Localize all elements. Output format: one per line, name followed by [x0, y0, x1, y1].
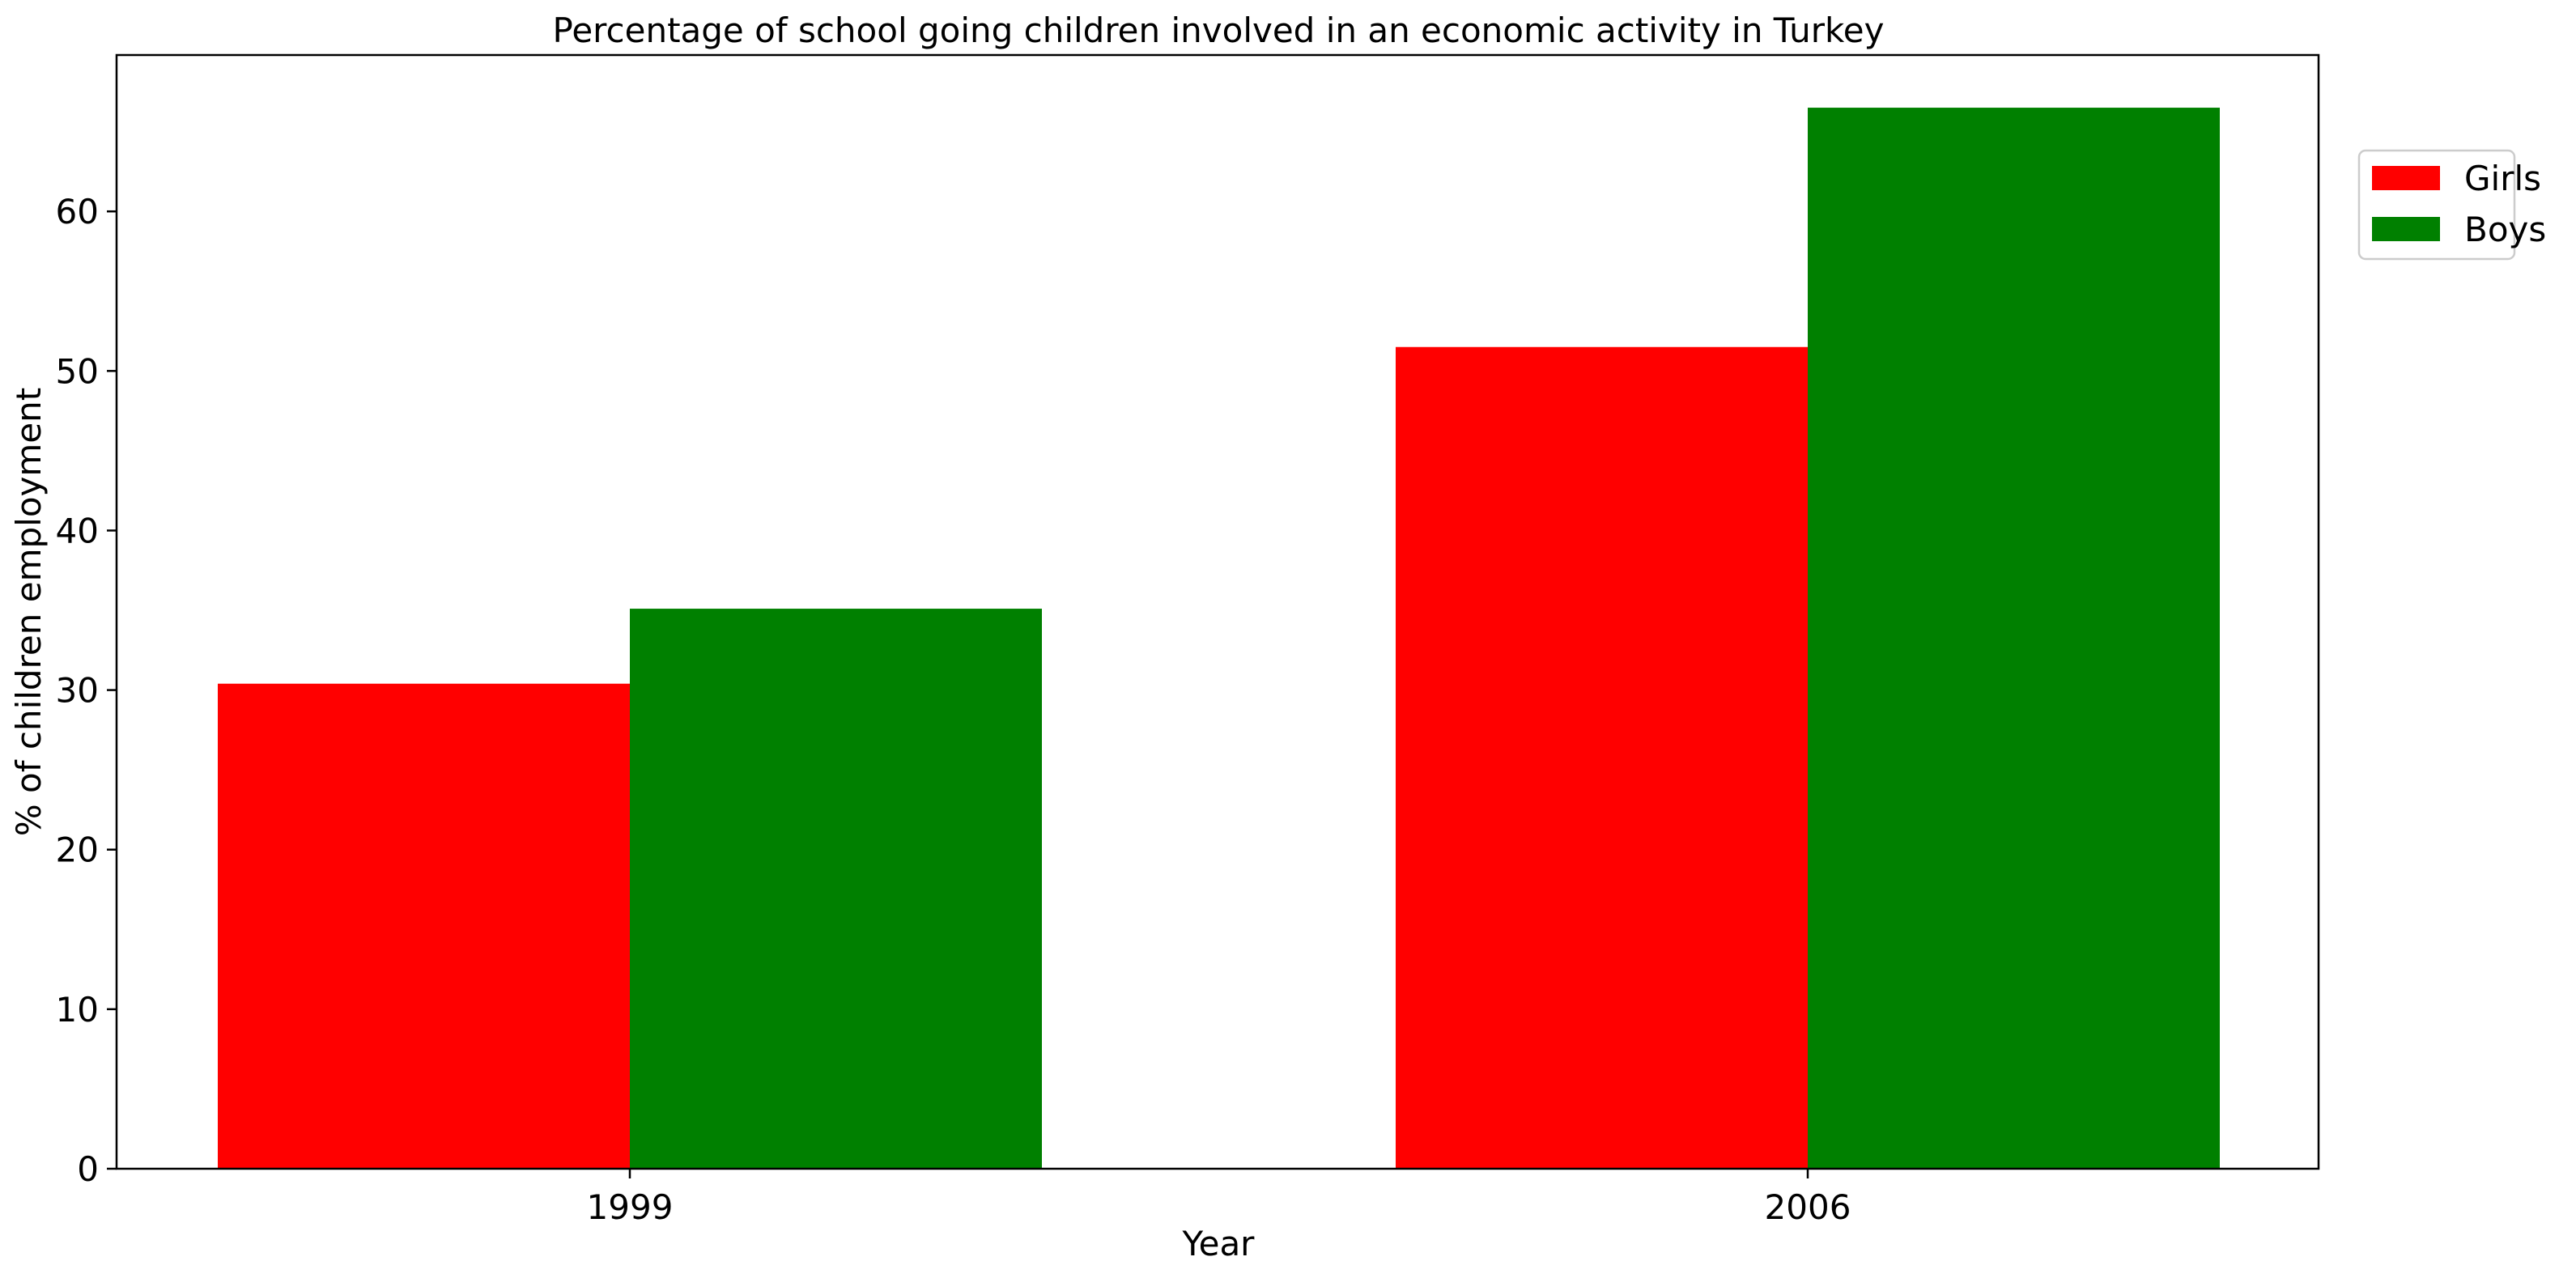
- x-tick-label: 2006: [1765, 1187, 1851, 1227]
- y-tick-label: 40: [56, 511, 99, 550]
- y-tick-label: 60: [56, 192, 99, 231]
- y-axis-label: % of children employment: [9, 388, 49, 836]
- legend-label-boys: Boys: [2464, 210, 2546, 249]
- y-tick-label: 0: [77, 1149, 99, 1189]
- bar-boys-1999: [630, 609, 1042, 1169]
- legend-swatch-boys: [2372, 217, 2440, 241]
- bar-girls-2006: [1396, 346, 1808, 1169]
- x-axis-label: Year: [1182, 1224, 1256, 1263]
- chart-title: Percentage of school going children invo…: [553, 11, 1885, 50]
- legend-label-girls: Girls: [2464, 159, 2541, 198]
- bars-group: [218, 108, 2220, 1169]
- y-tick-label: 10: [56, 990, 99, 1030]
- y-tick-label: 20: [56, 830, 99, 870]
- x-axis-ticks: 1999 2006: [587, 1169, 1851, 1227]
- y-axis-ticks: 0 10 20 30 40 50 60: [56, 192, 117, 1189]
- x-tick-label: 1999: [587, 1187, 674, 1227]
- bar-girls-1999: [218, 683, 630, 1169]
- legend-swatch-girls: [2372, 166, 2440, 190]
- y-tick-label: 50: [56, 351, 99, 391]
- plot-frame: [115, 53, 2320, 1170]
- y-tick-label: 30: [56, 671, 99, 711]
- bar-boys-2006: [1808, 108, 2220, 1169]
- legend: Girls Boys: [2357, 149, 2546, 261]
